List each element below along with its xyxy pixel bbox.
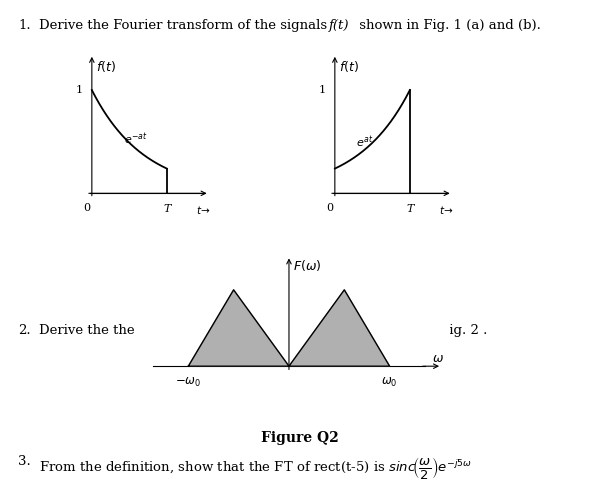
Text: T: T bbox=[406, 204, 413, 213]
Text: shown in Fig. 1 (a) and (b).: shown in Fig. 1 (a) and (b). bbox=[355, 19, 541, 32]
Text: 2.: 2. bbox=[18, 324, 31, 337]
Text: Derive the Fourier transform of the signals: Derive the Fourier transform of the sign… bbox=[39, 19, 331, 32]
Text: Figure Q2: Figure Q2 bbox=[261, 431, 339, 445]
Text: $t\!\rightarrow$: $t\!\rightarrow$ bbox=[196, 204, 211, 216]
Text: T: T bbox=[163, 204, 170, 213]
Text: 3.: 3. bbox=[18, 455, 31, 468]
Text: $-\omega_0$: $-\omega_0$ bbox=[175, 376, 202, 389]
Polygon shape bbox=[188, 290, 289, 366]
Text: $f(t)$: $f(t)$ bbox=[340, 59, 359, 74]
Text: (a): (a) bbox=[169, 283, 185, 296]
Polygon shape bbox=[289, 290, 389, 366]
Text: 0: 0 bbox=[326, 203, 334, 212]
Text: $f(t)$: $f(t)$ bbox=[97, 59, 116, 74]
Text: 1: 1 bbox=[319, 85, 326, 95]
Text: Derive the the inverse Fourier Transforms of the spectra in Fig. 2 .: Derive the the inverse Fourier Transform… bbox=[39, 324, 487, 337]
Text: From the definition, show that the FT of rect(t-5) is $\mathit{sinc}\!\left(\dfr: From the definition, show that the FT of… bbox=[39, 455, 472, 481]
Text: 1.: 1. bbox=[18, 19, 31, 32]
Text: 1: 1 bbox=[76, 85, 83, 95]
Text: $\omega$: $\omega$ bbox=[432, 352, 444, 365]
Text: (b): (b) bbox=[418, 283, 434, 296]
Text: $e^{-at}$: $e^{-at}$ bbox=[124, 131, 148, 147]
Text: $F(\omega)$: $F(\omega)$ bbox=[293, 258, 322, 273]
Text: $e^{at}$: $e^{at}$ bbox=[356, 134, 373, 150]
Text: f(t): f(t) bbox=[329, 19, 349, 32]
Text: $\omega_0$: $\omega_0$ bbox=[382, 376, 398, 389]
Text: $t\!\rightarrow$: $t\!\rightarrow$ bbox=[439, 204, 454, 216]
Text: 0: 0 bbox=[83, 203, 91, 212]
Text: Figure Q1: Figure Q1 bbox=[261, 302, 339, 317]
